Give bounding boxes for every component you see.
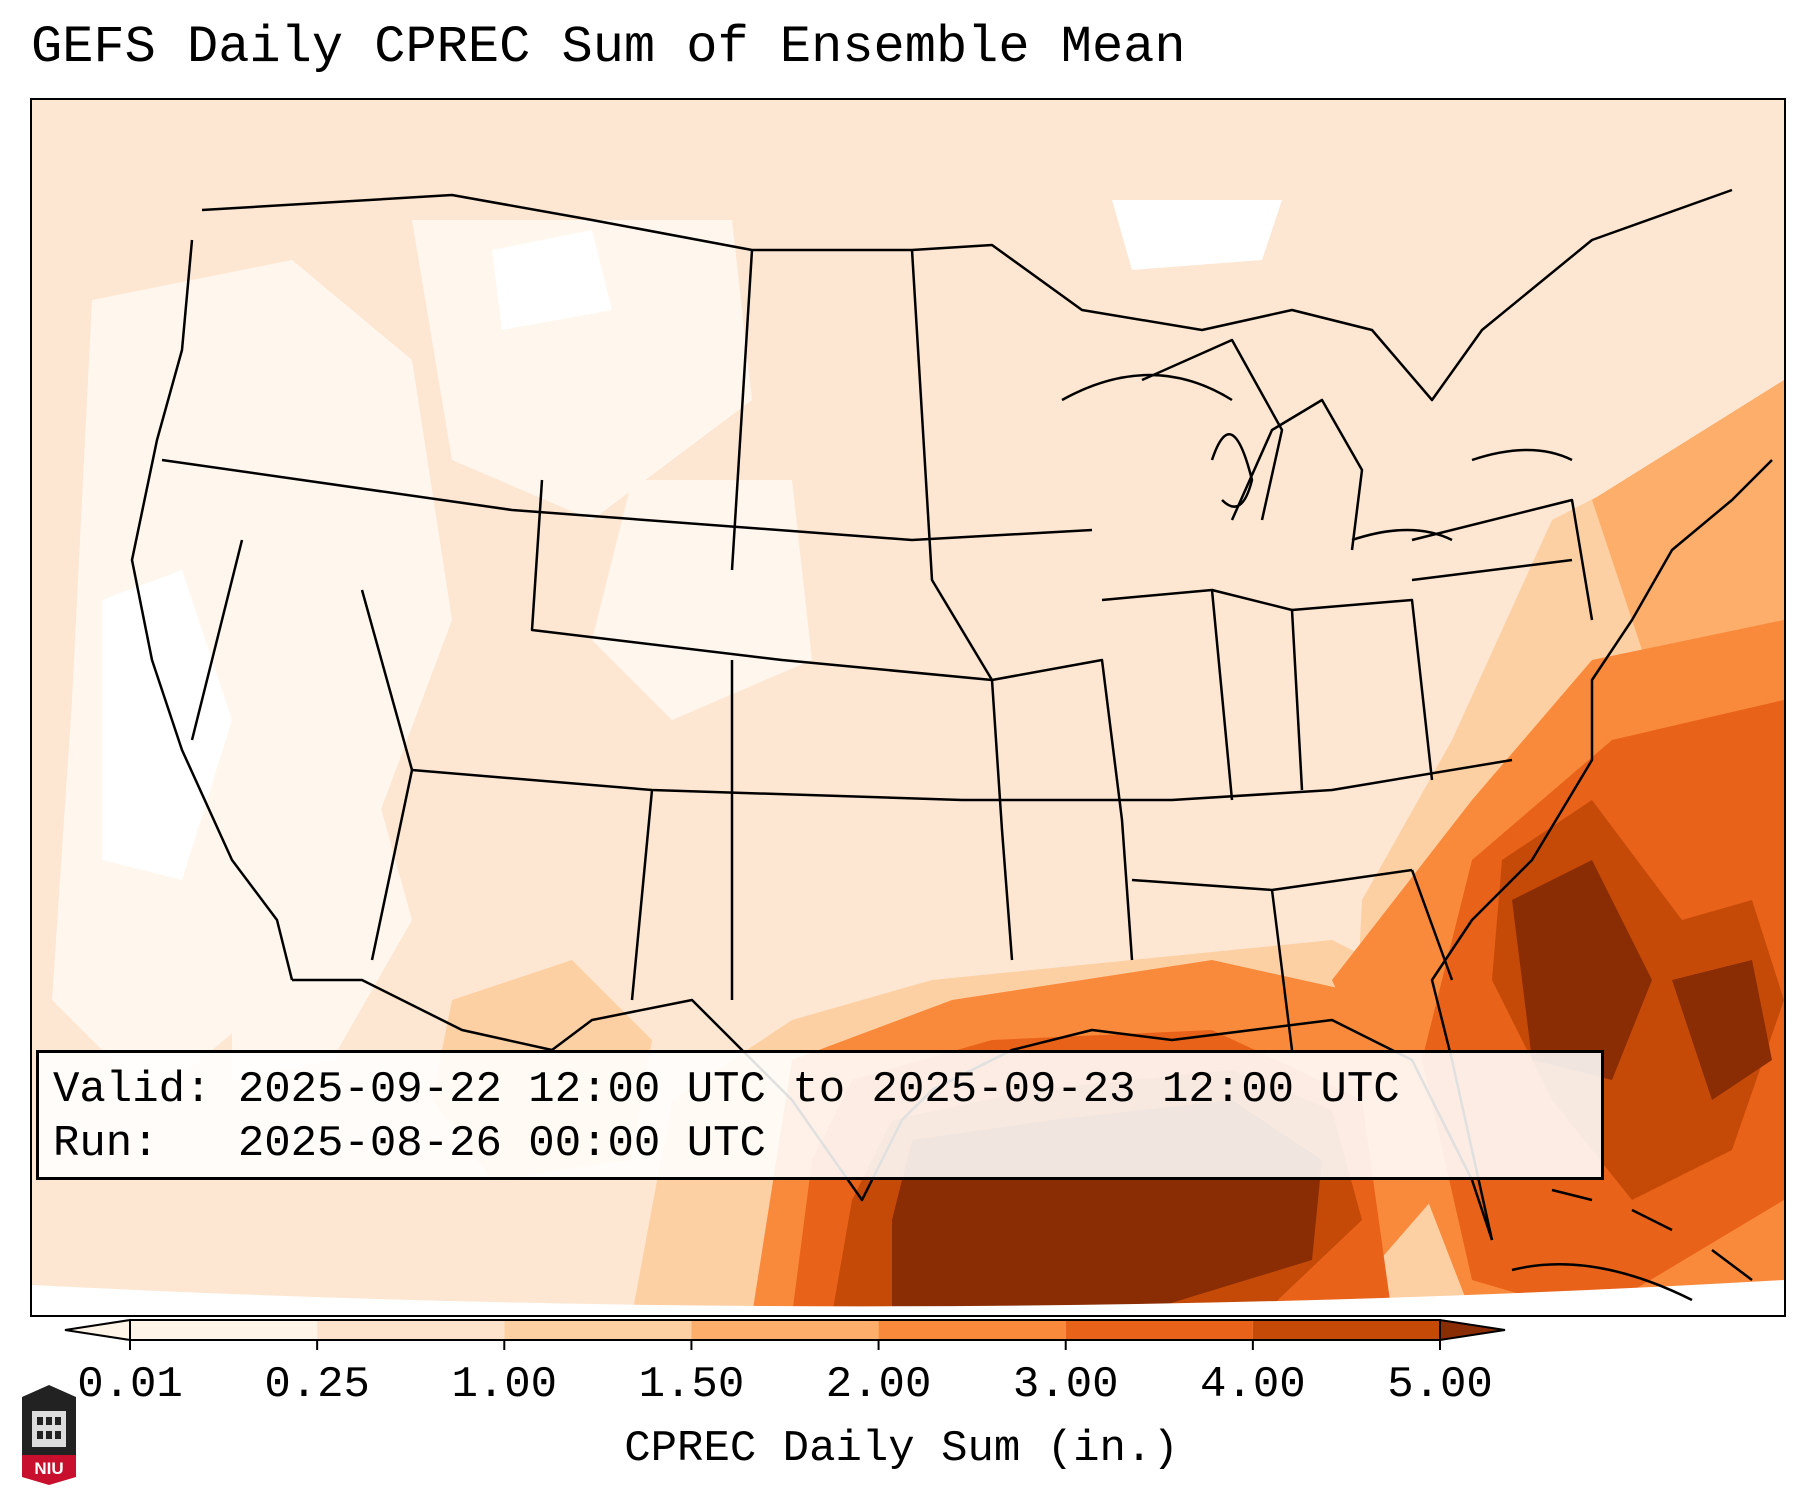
colorbar-tick-label: 2.00: [825, 1360, 932, 1410]
colorbar-segment: [130, 1320, 318, 1340]
colorbar-label: CPREC Daily Sum (in.): [624, 1424, 1179, 1474]
colorbar-segment: [1252, 1320, 1440, 1340]
colorbar-tick-label: 4.00: [1200, 1360, 1306, 1410]
colorbar-segment: [317, 1320, 505, 1340]
caribbean-islands: [1511, 1188, 1753, 1302]
chart-title: GEFS Daily CPREC Sum of Ensemble Mean: [31, 18, 1186, 77]
colorbar-tick-label: 0.25: [264, 1360, 370, 1410]
state-boundaries: [130, 188, 1773, 1241]
valid-value: 2025-09-22 12:00 UTC to 2025-09-23 12:00…: [237, 1065, 1400, 1115]
run-info-box: Valid: 2025-09-22 12:00 UTC to 2025-09-2…: [36, 1050, 1604, 1180]
niu-logo: NIU: [22, 1385, 76, 1485]
colorbar-segment: [691, 1320, 879, 1340]
colorbar-outline: [129, 1319, 1441, 1341]
white-patches: [102, 200, 1282, 880]
colorbar-tick-label: 0.01: [77, 1360, 183, 1410]
colorbar-segment: [878, 1320, 1066, 1340]
projection-edge: [32, 1280, 1784, 1315]
colorbar-extend-low: [64, 1318, 131, 1342]
colorbar-tick-label: 1.50: [638, 1360, 745, 1410]
valid-row: Valid: 2025-09-22 12:00 UTC to 2025-09-2…: [53, 1063, 1587, 1117]
valid-label: Valid:: [53, 1065, 212, 1115]
great-lakes: [1061, 373, 1573, 542]
logo-text: NIU: [34, 1459, 63, 1478]
colorbar: [64, 1318, 1506, 1350]
colorbar-tick-label: 3.00: [1012, 1360, 1119, 1410]
colorbar-tick-label: 5.00: [1387, 1360, 1493, 1410]
colorbar-segment: [1065, 1320, 1253, 1340]
colorbar-segment: [504, 1320, 692, 1340]
run-row: Run: 2025-08-26 00:00 UTC: [53, 1117, 1587, 1171]
run-value: 2025-08-26 00:00 UTC: [237, 1119, 766, 1169]
colorbar-extend-high: [1439, 1318, 1506, 1342]
run-label: Run:: [53, 1119, 159, 1169]
colorbar-tick-label: 1.00: [451, 1360, 558, 1410]
